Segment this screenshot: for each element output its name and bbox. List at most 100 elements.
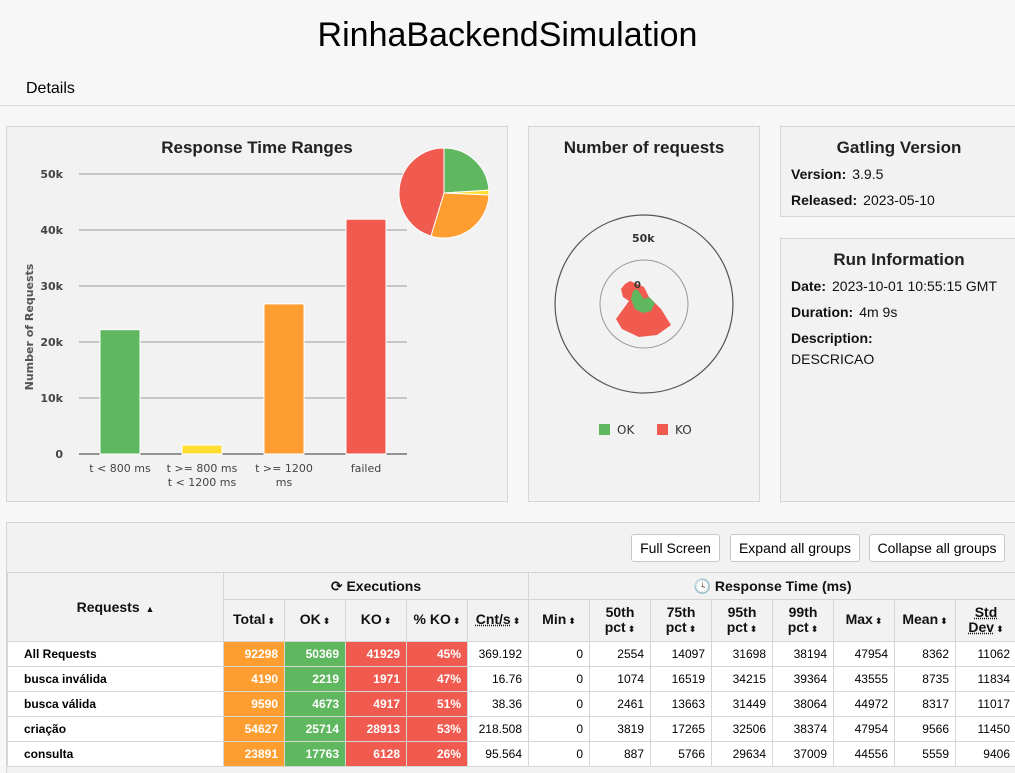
requests-column-header[interactable]: Requests ▲ (7, 572, 224, 642)
expand-all-groups-button[interactable]: Expand all groups (730, 534, 860, 562)
cell-pct: 45% (406, 641, 468, 667)
duration-value: 4m 9s (859, 304, 898, 320)
description-label: Description: (791, 330, 873, 346)
cell-ko: 1971 (345, 666, 407, 692)
version-value: 3.9.5 (852, 166, 884, 182)
cell-cnt: 369.192 (467, 641, 529, 667)
cell-ko: 41929 (345, 641, 407, 667)
bar[interactable] (345, 218, 387, 455)
cell-std: 11017 (955, 691, 1015, 717)
cell-max: 44556 (833, 741, 895, 767)
col-total[interactable]: Total ⬍ (223, 599, 285, 642)
cell-p50: 3819 (589, 716, 651, 742)
y-tick-label: 50k (40, 168, 63, 181)
cell-std: 9406 (955, 741, 1015, 767)
cell-p95: 29634 (711, 741, 773, 767)
legend-ok-label[interactable]: OK (617, 423, 635, 437)
details-tab[interactable]: Details (26, 80, 75, 97)
released-row: Released: 2023-05-10 (791, 192, 935, 208)
bar[interactable] (263, 303, 305, 455)
cell-pct: 47% (406, 666, 468, 692)
cell-p95: 34215 (711, 666, 773, 692)
cell-total: 23891 (223, 741, 285, 767)
sort-icon: ⬍ (383, 616, 392, 626)
table-row[interactable]: All Requests 92298 50369 41929 45% 369.192 0 25… (7, 641, 1015, 667)
sort-icon: ⬍ (512, 616, 521, 626)
pie-slice[interactable] (443, 147, 490, 194)
response-time-group-header: 🕓 Response Time (ms) (528, 572, 1015, 600)
number-of-requests-chart: 50k 0 OK KO (554, 214, 734, 437)
x-tick-label: t >= 1200 (255, 462, 313, 475)
cell-p99: 38194 (772, 641, 834, 667)
cell-p50: 887 (589, 741, 651, 767)
col-p99[interactable]: 99th pct ⬍ (772, 599, 834, 642)
col-ok[interactable]: OK ⬍ (284, 599, 346, 642)
col-max[interactable]: Max ⬍ (833, 599, 895, 642)
cell-pct: 26% (406, 741, 468, 767)
bar[interactable] (181, 444, 223, 455)
number-of-requests-title: Number of requests (563, 138, 725, 157)
table-row[interactable]: busca inválida 4190 2219 1971 47% 16.76 0 1074 1… (7, 666, 1015, 692)
table-row[interactable]: criação 54627 25714 28913 53% 218.508 0 3819 172… (7, 716, 1015, 742)
date-label: Date: (791, 278, 827, 294)
date-row: Date: 2023-10-01 10:55:15 GMT (791, 278, 997, 294)
x-tick-label: t >= 800 ms (167, 462, 238, 475)
response-time-ranges-panel: Response Time Ranges Number of Requests … (6, 126, 508, 502)
request-name[interactable]: All Requests (7, 641, 224, 667)
cell-p75: 5766 (650, 741, 712, 767)
executions-icon: ⟳ (330, 577, 343, 594)
response-time-ranges-title: Response Time Ranges (161, 138, 353, 157)
col-mean[interactable]: Mean ⬍ (894, 599, 956, 642)
col-ko[interactable]: KO ⬍ (345, 599, 407, 642)
col-p50[interactable]: 50th pct ⬍ (589, 599, 651, 642)
col-min[interactable]: Min ⬍ (528, 599, 590, 642)
ring-label-50k: 50k (632, 232, 655, 245)
request-name[interactable]: busca inválida (7, 666, 224, 692)
page-header: RinhaBackendSimulation Details (0, 0, 1015, 106)
cell-cnt: 16.76 (467, 666, 529, 692)
version-label: Version: (791, 166, 847, 182)
request-name[interactable]: consulta (7, 741, 224, 767)
request-name[interactable]: criação (7, 716, 224, 742)
col-std-dev[interactable]: Std Dev ⬍ (955, 599, 1015, 642)
cell-cnt: 218.508 (467, 716, 529, 742)
cell-min: 0 (528, 716, 590, 742)
cell-cnt: 38.36 (467, 691, 529, 717)
sort-icon: ⬍ (568, 616, 576, 626)
cell-pct: 53% (406, 716, 468, 742)
released-label: Released: (791, 192, 858, 208)
sort-icon: ⬍ (874, 616, 883, 626)
x-tick-label: t < 1200 ms (168, 476, 237, 489)
cell-total: 54627 (223, 716, 285, 742)
y-tick-label: 30k (40, 280, 63, 293)
bar[interactable] (99, 329, 141, 455)
legend-ko-swatch (657, 424, 668, 435)
cell-ok: 4673 (284, 691, 346, 717)
cell-mean: 9566 (894, 716, 956, 742)
legend-ko-label[interactable]: KO (675, 423, 692, 437)
col-p95[interactable]: 95th pct ⬍ (711, 599, 773, 642)
table-row[interactable]: busca válida 9590 4673 4917 51% 38.36 0 2461 136… (7, 691, 1015, 717)
run-information-title: Run Information (833, 250, 965, 269)
cell-mean: 8735 (894, 666, 956, 692)
full-screen-button[interactable]: Full Screen (631, 534, 720, 562)
cell-min: 0 (528, 741, 590, 767)
request-name[interactable]: busca válida (7, 691, 224, 717)
released-value: 2023-05-10 (863, 192, 935, 208)
pie-slice[interactable] (398, 147, 445, 237)
page-title: RinhaBackendSimulation (317, 16, 698, 54)
col-cnt[interactable]: Cnt/s ⬍ (467, 599, 529, 642)
executions-group-header: ⟳ Executions (223, 572, 529, 600)
col-pct-ko[interactable]: % KO ⬍ (406, 599, 468, 642)
number-of-requests-panel: Number of requests 50k 0 OK KO (528, 126, 760, 502)
cell-min: 0 (528, 641, 590, 667)
table-row[interactable]: consulta 23891 17763 6128 26% 95.564 0 887 5766 2… (7, 741, 1015, 767)
gatling-version-panel: Gatling Version Version: 3.9.5 Released: 2… (780, 126, 1015, 217)
cell-mean: 8362 (894, 641, 956, 667)
pie-slice[interactable] (430, 192, 490, 239)
y-tick-label: 20k (40, 336, 63, 349)
col-p75[interactable]: 75th pct ⬍ (650, 599, 712, 642)
cell-ko: 28913 (345, 716, 407, 742)
legend-ok-swatch (599, 424, 610, 435)
collapse-all-groups-button[interactable]: Collapse all groups (869, 534, 1005, 562)
